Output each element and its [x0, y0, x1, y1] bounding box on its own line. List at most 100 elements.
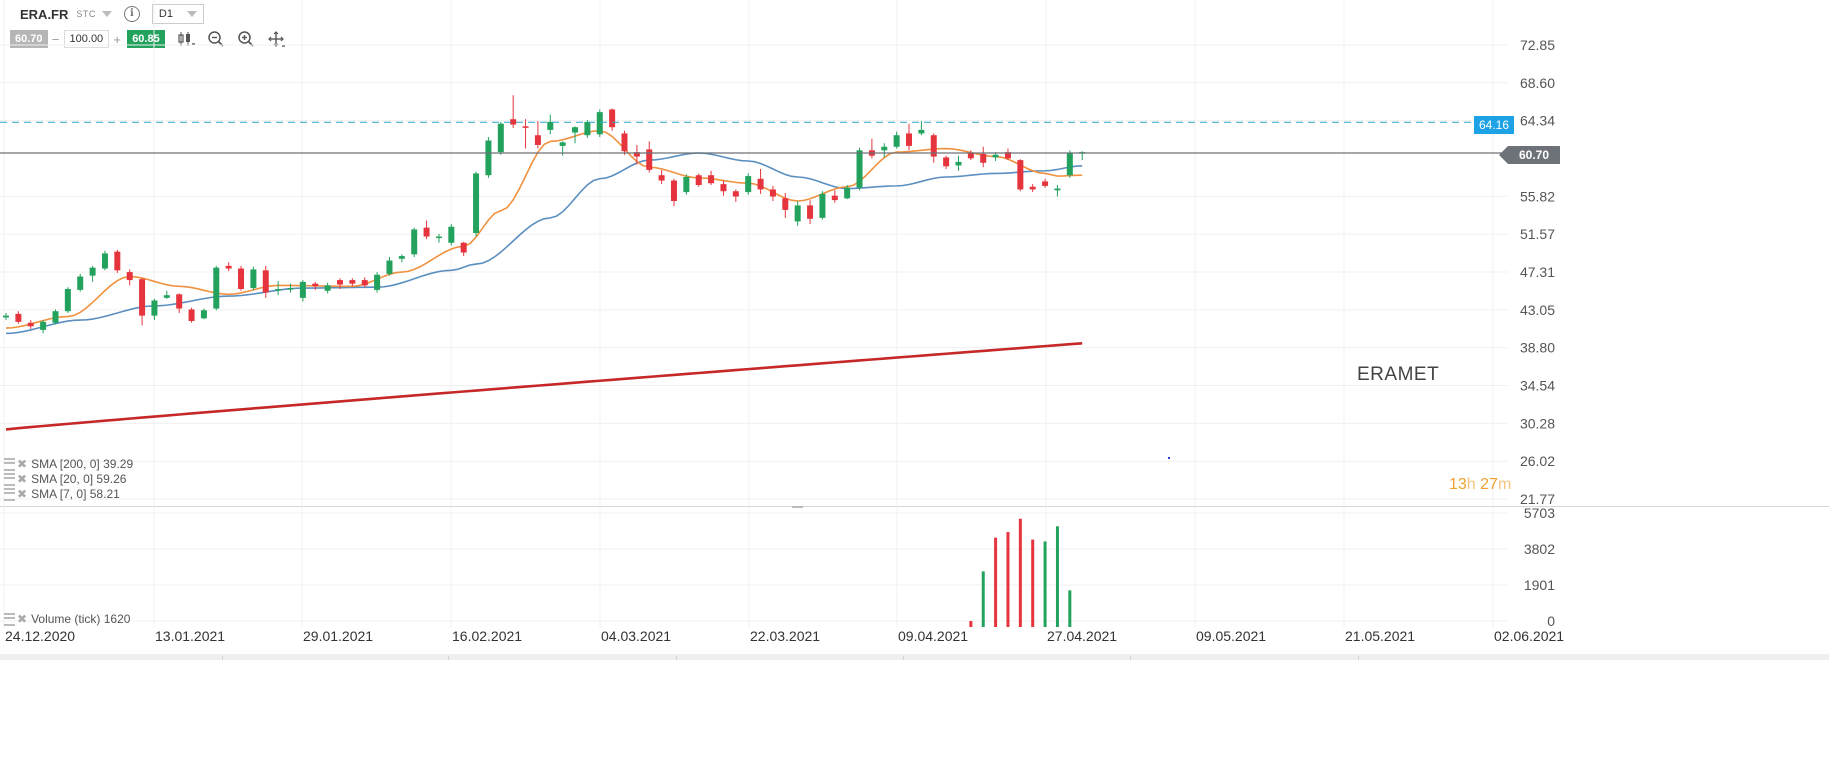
candle-body [1066, 152, 1073, 176]
zoom-in-icon[interactable] [237, 30, 255, 48]
volume-bar [1043, 541, 1047, 627]
candle-body [287, 288, 294, 290]
candle-body [275, 288, 282, 291]
menu-icon[interactable] [4, 487, 15, 501]
interval-value: D1 [158, 8, 173, 20]
candle-body [349, 280, 356, 284]
candle-body [225, 265, 232, 269]
instrument-watermark: ERAMET [1357, 364, 1440, 385]
candle-body [720, 184, 727, 192]
legend-sma20-label: SMA [20, 0] 59.26 [31, 472, 127, 486]
candle-body [1029, 186, 1036, 190]
candle-body [844, 187, 851, 199]
candle-body [670, 180, 677, 201]
candle-body [757, 178, 764, 190]
candle-body [213, 267, 220, 309]
date-tick-label: 09.05.2021 [1196, 628, 1266, 644]
interval-select[interactable]: D1 [151, 4, 204, 24]
countdown-hours: 13 [1449, 476, 1467, 493]
candle-body [906, 133, 913, 146]
candle-body [15, 313, 22, 322]
price-tick-label: 72.85 [1520, 37, 1555, 53]
date-tick-label: 13.01.2021 [155, 628, 225, 644]
candle-body [361, 280, 368, 286]
candle-body [1042, 181, 1049, 186]
symbol-name[interactable]: ERA.FR [20, 6, 69, 22]
candles-chart-icon[interactable] [177, 30, 195, 48]
instrument-header: ERA.FR STC i D1 [0, 2, 204, 26]
volume-decrease-button[interactable]: − [51, 31, 60, 47]
candle-body [139, 279, 146, 316]
candle-body [559, 142, 566, 146]
date-tick-label: 04.03.2021 [601, 628, 671, 644]
candle-body [745, 176, 752, 193]
volume-increase-button[interactable]: + [113, 31, 121, 47]
candle-body [336, 280, 343, 285]
candle-body [64, 288, 71, 312]
menu-icon[interactable] [4, 457, 15, 471]
countdown-minutes: 27 [1480, 476, 1498, 493]
candle-body [967, 152, 974, 159]
sma7-path [5, 129, 1083, 329]
date-tick-label: 24.12.2020 [5, 628, 75, 644]
volume-bar [1068, 590, 1072, 627]
candle-body [423, 227, 430, 237]
legend-sma20[interactable]: ✖ SMA [20, 0] 59.26 [4, 472, 126, 486]
close-icon[interactable]: ✖ [17, 457, 28, 471]
close-icon[interactable]: ✖ [17, 612, 28, 626]
date-tick-label: 02.06.2021 [1494, 628, 1564, 644]
price-tick-label: 47.31 [1520, 264, 1555, 280]
candle-body [943, 157, 950, 167]
sma20-path [5, 152, 1083, 335]
chart-scrollbar[interactable] [0, 654, 1829, 660]
date-tick-label: 09.04.2021 [898, 628, 968, 644]
candle-body [955, 161, 962, 166]
candle-body [584, 121, 591, 136]
menu-icon[interactable] [4, 472, 15, 486]
price-tick-label: 55.82 [1520, 188, 1555, 204]
price-tick-label: 26.02 [1520, 453, 1555, 469]
price-tick-label: 34.54 [1520, 378, 1555, 394]
candle-body [89, 267, 96, 276]
candle-body [732, 191, 739, 197]
candle-body [794, 205, 801, 222]
legend-sma7-label: SMA [7, 0] 58.21 [31, 487, 120, 501]
countdown-hours-unit: h [1466, 476, 1476, 493]
candle-body [114, 251, 121, 271]
symbol-dropdown-icon[interactable] [101, 11, 112, 17]
candle-body [782, 198, 789, 210]
close-icon[interactable]: ✖ [17, 472, 28, 486]
volume-bar [1018, 518, 1022, 627]
menu-icon[interactable] [4, 612, 15, 626]
alert-price-tag[interactable]: 64.16 [1474, 116, 1515, 134]
candle-body [386, 260, 393, 274]
info-icon[interactable]: i [123, 6, 140, 22]
candle-body [40, 321, 47, 330]
candle-body [819, 193, 826, 218]
price-axis: 72.8568.6064.3460.7055.8251.5747.3143.05… [1520, 37, 1555, 507]
sma200-line [5, 341, 1083, 431]
legend-sma200[interactable]: ✖ SMA [200, 0] 39.29 [4, 457, 133, 471]
date-tick-label: 29.01.2021 [303, 628, 373, 644]
candle-body [398, 256, 405, 259]
close-icon[interactable]: ✖ [17, 487, 28, 501]
move-crosshair-icon[interactable] [267, 30, 285, 48]
candle-body [596, 112, 603, 135]
legend-sma7[interactable]: ✖ SMA [7, 0] 58.21 [4, 487, 120, 501]
candle-body [831, 195, 838, 201]
legend-volume[interactable]: ✖ Volume (tick) 1620 [4, 612, 130, 626]
price-chart[interactable]: 72.85 68.60 64.34 60.70 55.82 51.57 47.31 43.05… [0, 0, 1829, 660]
buy-price-button[interactable]: 60.85 [127, 30, 165, 48]
candle-body [27, 322, 34, 327]
candle-body [3, 315, 9, 318]
chevron-down-icon [186, 11, 197, 17]
volume-input[interactable]: 100.00 [63, 30, 110, 48]
volume-bar [1031, 539, 1035, 627]
sell-price-button[interactable]: 60.70 [10, 30, 48, 48]
candle-body [411, 229, 418, 255]
candle-body [893, 135, 900, 147]
candle-body [126, 272, 133, 281]
candle-body [200, 310, 207, 319]
price-levels [0, 121, 1508, 459]
candle-body [646, 149, 653, 170]
